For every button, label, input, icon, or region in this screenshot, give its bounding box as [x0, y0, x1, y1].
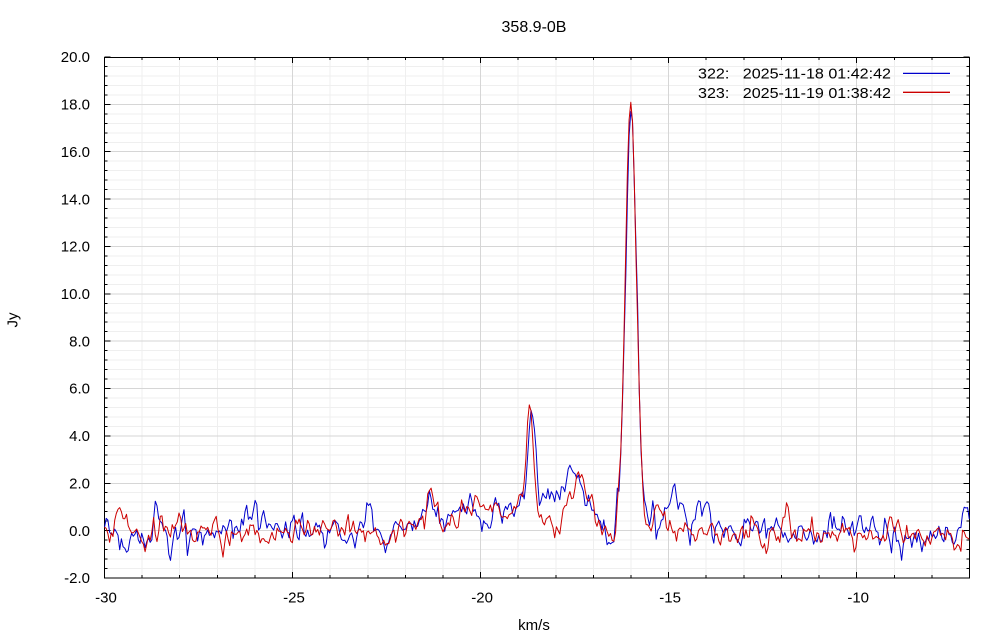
svg-text:-10: -10 [847, 590, 869, 607]
svg-text:2.0: 2.0 [69, 476, 90, 493]
svg-text:6.0: 6.0 [69, 381, 90, 398]
svg-text:14.0: 14.0 [61, 191, 90, 208]
svg-text:8.0: 8.0 [69, 333, 90, 350]
svg-text:10.0: 10.0 [61, 286, 90, 303]
svg-text:12.0: 12.0 [61, 239, 90, 256]
svg-text:Jy: Jy [5, 312, 22, 328]
svg-text:-2.0: -2.0 [64, 570, 90, 587]
svg-text:358.9-0B: 358.9-0B [502, 19, 567, 36]
svg-text:-25: -25 [283, 590, 305, 607]
svg-text:-20: -20 [471, 590, 493, 607]
svg-text:322: 2025-11-18 01:42:42: 322: 2025-11-18 01:42:42 [698, 66, 891, 83]
svg-text:km/s: km/s [518, 617, 550, 634]
svg-text:0.0: 0.0 [69, 523, 90, 540]
svg-text:16.0: 16.0 [61, 144, 90, 161]
svg-text:4.0: 4.0 [69, 428, 90, 445]
svg-text:18.0: 18.0 [61, 97, 90, 114]
svg-text:-15: -15 [659, 590, 681, 607]
svg-text:-30: -30 [95, 590, 117, 607]
svg-text:323: 2025-11-19 01:38:42: 323: 2025-11-19 01:38:42 [698, 85, 891, 102]
svg-text:20.0: 20.0 [61, 49, 90, 66]
